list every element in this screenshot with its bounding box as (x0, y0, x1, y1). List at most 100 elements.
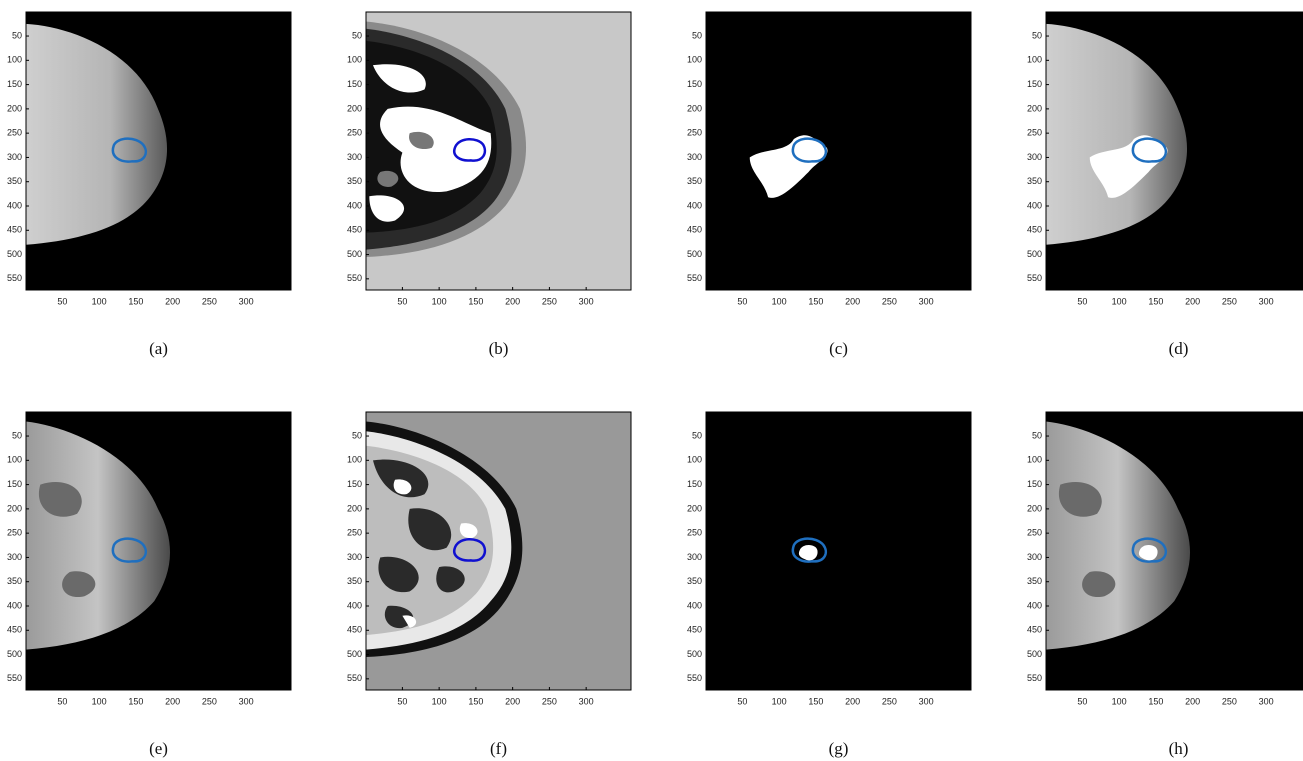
y-tick-label: 200 (1027, 103, 1042, 113)
panel-label: (e) (149, 739, 168, 758)
x-tick-label: 250 (1222, 296, 1237, 306)
x-tick-label: 250 (882, 296, 897, 306)
y-tick-label: 50 (692, 30, 702, 40)
x-tick-label: 200 (165, 696, 180, 706)
y-tick-label: 550 (7, 673, 22, 683)
x-tick-label: 100 (772, 696, 787, 706)
image (706, 412, 1000, 703)
y-tick-label: 300 (1027, 152, 1042, 162)
y-tick-label: 450 (7, 625, 22, 635)
y-tick-label: 400 (1027, 200, 1042, 210)
x-tick-label: 200 (1185, 296, 1200, 306)
y-tick-label: 250 (1027, 128, 1042, 138)
y-tick-label: 400 (347, 600, 362, 610)
x-tick-label: 50 (57, 296, 67, 306)
y-tick-label: 100 (347, 455, 362, 465)
y-tick-label: 300 (1027, 552, 1042, 562)
x-tick-label: 100 (432, 296, 447, 306)
panel-label: (a) (149, 339, 168, 358)
y-tick-label: 200 (347, 103, 362, 113)
image (1046, 12, 1303, 303)
y-tick-label: 350 (7, 176, 22, 186)
panel-label: (f) (490, 739, 507, 758)
y-tick-label: 150 (347, 479, 362, 489)
x-tick-label: 300 (1259, 696, 1274, 706)
y-tick-label: 500 (687, 249, 702, 259)
x-tick-label: 300 (579, 296, 594, 306)
x-tick-label: 50 (1077, 296, 1087, 306)
y-tick-label: 100 (1027, 455, 1042, 465)
x-tick-label: 200 (1185, 696, 1200, 706)
y-tick-label: 100 (1027, 55, 1042, 65)
image (26, 412, 320, 703)
y-tick-label: 250 (687, 128, 702, 138)
x-tick-label: 50 (737, 296, 747, 306)
y-tick-label: 300 (687, 152, 702, 162)
image (366, 12, 660, 303)
y-tick-label: 300 (7, 552, 22, 562)
x-tick-label: 100 (432, 696, 447, 706)
x-tick-label: 150 (1148, 296, 1163, 306)
y-tick-label: 150 (347, 79, 362, 89)
y-tick-label: 350 (7, 576, 22, 586)
y-tick-label: 550 (347, 273, 362, 283)
x-tick-label: 50 (737, 696, 747, 706)
x-tick-label: 250 (1222, 696, 1237, 706)
y-tick-label: 200 (687, 103, 702, 113)
x-tick-label: 300 (239, 696, 254, 706)
y-tick-label: 400 (1027, 600, 1042, 610)
figure: 50 100 150 200 250 300 50 100 150 200 250 300 350 400… (0, 0, 1303, 761)
panel-label: (c) (829, 339, 848, 358)
y-tick-label: 350 (1027, 176, 1042, 186)
y-tick-label: 450 (1027, 625, 1042, 635)
x-tick-label: 300 (919, 696, 934, 706)
y-tick-label: 450 (347, 225, 362, 235)
x-tick-label: 200 (845, 696, 860, 706)
y-tick-label: 450 (687, 225, 702, 235)
x-tick-label: 100 (92, 696, 107, 706)
image (26, 12, 320, 303)
y-tick-label: 550 (687, 273, 702, 283)
y-tick-label: 500 (347, 249, 362, 259)
x-tick-label: 50 (1077, 696, 1087, 706)
y-tick-label: 100 (687, 55, 702, 65)
y-tick-label: 50 (692, 430, 702, 440)
y-tick-label: 200 (1027, 503, 1042, 513)
image (366, 412, 660, 703)
x-tick-label: 50 (397, 696, 407, 706)
x-tick-label: 100 (1112, 296, 1127, 306)
y-tick-label: 100 (687, 455, 702, 465)
y-tick-label: 400 (687, 600, 702, 610)
y-tick-label: 400 (7, 200, 22, 210)
y-tick-label: 150 (687, 79, 702, 89)
x-tick-label: 200 (165, 296, 180, 306)
y-tick-label: 350 (347, 176, 362, 186)
y-tick-label: 150 (687, 479, 702, 489)
y-tick-label: 450 (7, 225, 22, 235)
x-tick-label: 200 (845, 296, 860, 306)
x-tick-label: 250 (542, 296, 557, 306)
y-tick-label: 50 (12, 430, 22, 440)
x-tick-label: 300 (239, 296, 254, 306)
y-tick-label: 50 (1032, 430, 1042, 440)
y-tick-label: 100 (347, 55, 362, 65)
y-tick-label: 250 (347, 128, 362, 138)
x-tick-label: 50 (397, 296, 407, 306)
y-tick-label: 150 (1027, 479, 1042, 489)
y-tick-label: 400 (347, 200, 362, 210)
panel-label: (b) (489, 339, 509, 358)
y-tick-label: 450 (1027, 225, 1042, 235)
y-tick-label: 200 (7, 103, 22, 113)
x-tick-label: 150 (468, 296, 483, 306)
y-tick-label: 50 (352, 30, 362, 40)
x-tick-label: 250 (542, 696, 557, 706)
y-tick-label: 100 (7, 455, 22, 465)
y-tick-label: 550 (347, 673, 362, 683)
y-tick-label: 200 (347, 503, 362, 513)
x-tick-label: 150 (1148, 696, 1163, 706)
y-tick-label: 250 (347, 528, 362, 538)
y-tick-label: 450 (347, 625, 362, 635)
y-tick-label: 550 (687, 673, 702, 683)
y-tick-label: 50 (1032, 30, 1042, 40)
y-tick-label: 250 (687, 528, 702, 538)
